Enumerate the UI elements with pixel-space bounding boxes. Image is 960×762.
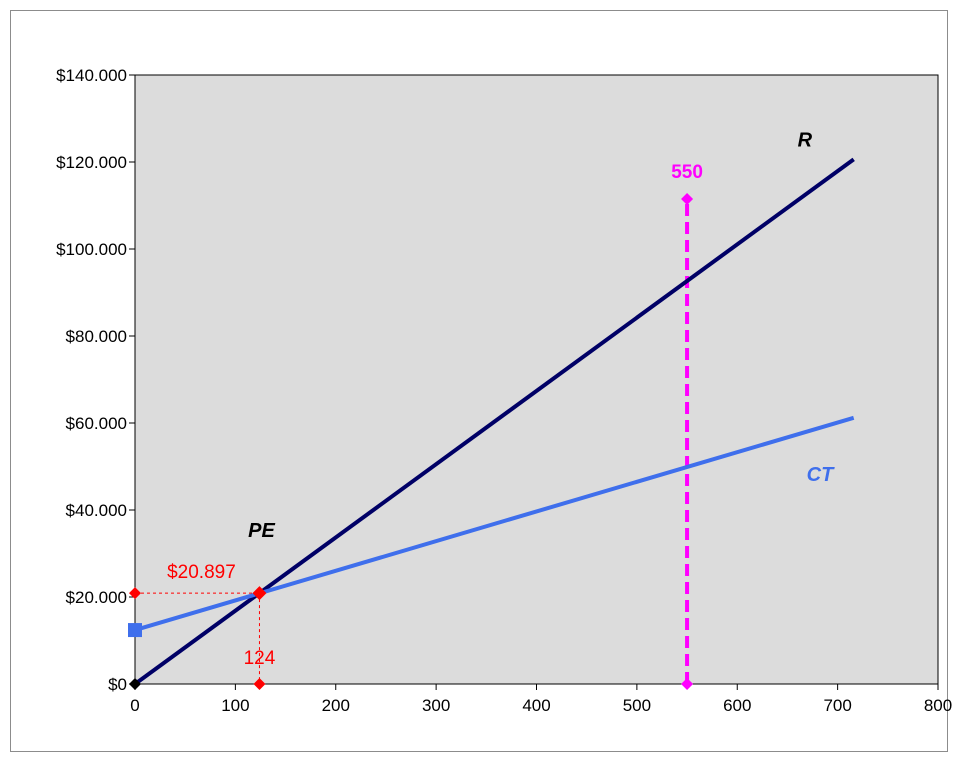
x-tick-label: 400 — [522, 696, 550, 715]
x-tick-label: 300 — [422, 696, 450, 715]
x-tick-label: 0 — [130, 696, 139, 715]
breakeven-y-marker — [129, 587, 141, 600]
labels-layer: R CT PE $20.897 124 550 — [167, 129, 835, 669]
y-tick-label: $100.000 — [56, 240, 127, 259]
marker-550-label: 550 — [671, 162, 703, 183]
x-tick-label: 700 — [823, 696, 851, 715]
ct-start-marker — [128, 623, 142, 638]
x-tick-label: 500 — [623, 696, 651, 715]
x-tick-label: 200 — [322, 696, 350, 715]
series-label-ct: CT — [807, 464, 835, 486]
y-tick-label: $80.000 — [66, 327, 127, 346]
y-tick-label: $0 — [108, 675, 127, 694]
marker-550-top — [681, 192, 694, 205]
breakeven-x-value-label: 124 — [244, 648, 276, 669]
plot-area — [134, 74, 939, 685]
y-tick-label: $140.000 — [56, 66, 127, 85]
breakeven-point-marker — [252, 586, 267, 601]
x-tick-label: 800 — [924, 696, 952, 715]
ticks-layer: $0 $20.000 $40.000 $60.000 $80.000 $100.000 $1… — [56, 66, 952, 715]
series-label-r: R — [798, 129, 813, 151]
y-tick-label: $60.000 — [66, 414, 127, 433]
y-tick-label: $120.000 — [56, 153, 127, 172]
pe-label: PE — [248, 520, 275, 542]
marker-550-bottom — [681, 678, 694, 690]
y-tick-label: $20.000 — [66, 588, 127, 607]
breakeven-y-value-label: $20.897 — [167, 562, 236, 583]
x-tick-label: 100 — [221, 696, 249, 715]
breakeven-x-marker — [253, 678, 266, 690]
y-tick-label: $40.000 — [66, 501, 127, 520]
markers-layer — [128, 192, 694, 690]
x-tick-label: 600 — [723, 696, 751, 715]
r-start-marker — [129, 678, 141, 690]
